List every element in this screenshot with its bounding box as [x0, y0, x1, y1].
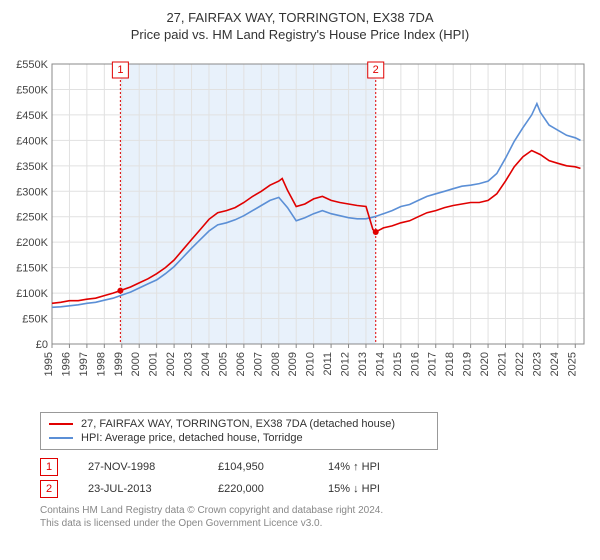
svg-text:1999: 1999	[113, 352, 125, 376]
svg-text:2016: 2016	[409, 352, 421, 376]
svg-text:2005: 2005	[217, 352, 229, 376]
transaction-price: £220,000	[218, 483, 298, 495]
svg-text:2012: 2012	[340, 352, 352, 376]
svg-text:2021: 2021	[497, 352, 509, 376]
svg-text:2017: 2017	[427, 352, 439, 376]
svg-text:2009: 2009	[287, 352, 299, 376]
svg-text:2004: 2004	[200, 352, 212, 376]
legend-item: 27, FAIRFAX WAY, TORRINGTON, EX38 7DA (d…	[49, 417, 429, 431]
transaction-price: £104,950	[218, 461, 298, 473]
svg-text:2003: 2003	[183, 352, 195, 376]
svg-text:£100K: £100K	[16, 288, 48, 300]
svg-text:1: 1	[117, 64, 123, 76]
svg-text:1996: 1996	[60, 352, 72, 376]
svg-text:2001: 2001	[148, 352, 160, 376]
chart-legend: 27, FAIRFAX WAY, TORRINGTON, EX38 7DA (d…	[40, 412, 438, 450]
legend-item: HPI: Average price, detached house, Torr…	[49, 431, 429, 445]
svg-text:2000: 2000	[130, 352, 142, 376]
svg-text:2022: 2022	[514, 352, 526, 376]
chart-title-subtitle: Price paid vs. HM Land Registry's House …	[10, 27, 590, 42]
svg-text:2014: 2014	[374, 352, 386, 376]
svg-text:1997: 1997	[78, 352, 90, 376]
svg-text:£450K: £450K	[16, 110, 48, 122]
svg-text:2024: 2024	[549, 352, 561, 376]
svg-text:2011: 2011	[322, 352, 334, 376]
svg-text:£350K: £350K	[16, 161, 48, 173]
chart-title-address: 27, FAIRFAX WAY, TORRINGTON, EX38 7DA	[10, 10, 590, 25]
svg-text:2013: 2013	[357, 352, 369, 376]
svg-text:1995: 1995	[43, 352, 55, 376]
svg-text:2: 2	[373, 64, 379, 76]
svg-text:2002: 2002	[165, 352, 177, 376]
svg-text:2008: 2008	[270, 352, 282, 376]
svg-text:2015: 2015	[392, 352, 404, 376]
table-row: 2 23-JUL-2013 £220,000 15% ↓ HPI	[40, 478, 590, 500]
svg-text:£300K: £300K	[16, 186, 48, 198]
svg-text:2020: 2020	[479, 352, 491, 376]
svg-text:£50K: £50K	[22, 314, 48, 326]
legend-swatch	[49, 437, 73, 439]
transaction-badge: 1	[40, 458, 58, 476]
attribution-line: This data is licensed under the Open Gov…	[40, 517, 590, 530]
svg-text:2023: 2023	[531, 352, 543, 376]
svg-text:£0: £0	[36, 339, 48, 351]
transaction-date: 23-JUL-2013	[88, 483, 188, 495]
transaction-badge: 2	[40, 480, 58, 498]
legend-label: 27, FAIRFAX WAY, TORRINGTON, EX38 7DA (d…	[81, 418, 395, 430]
svg-text:2006: 2006	[235, 352, 247, 376]
legend-swatch	[49, 423, 73, 425]
transaction-hpi-delta: 15% ↓ HPI	[328, 483, 408, 495]
data-attribution: Contains HM Land Registry data © Crown c…	[40, 504, 590, 530]
svg-text:£500K: £500K	[16, 84, 48, 96]
legend-label: HPI: Average price, detached house, Torr…	[81, 432, 303, 444]
svg-text:£400K: £400K	[16, 135, 48, 147]
svg-text:2010: 2010	[305, 352, 317, 376]
svg-text:£550K: £550K	[16, 59, 48, 71]
svg-text:£150K: £150K	[16, 263, 48, 275]
svg-text:1998: 1998	[95, 352, 107, 376]
price-chart: £0 £50K £100K £150K £200K £250K £300K £350K £400…	[10, 48, 590, 408]
attribution-line: Contains HM Land Registry data © Crown c…	[40, 504, 590, 517]
transaction-hpi-delta: 14% ↑ HPI	[328, 461, 408, 473]
table-row: 1 27-NOV-1998 £104,950 14% ↑ HPI	[40, 456, 590, 478]
svg-text:£250K: £250K	[16, 212, 48, 224]
svg-text:2025: 2025	[566, 352, 578, 376]
transactions-table: 1 27-NOV-1998 £104,950 14% ↑ HPI 2 23-JU…	[40, 456, 590, 500]
svg-text:2018: 2018	[444, 352, 456, 376]
svg-text:2019: 2019	[462, 352, 474, 376]
svg-text:£200K: £200K	[16, 237, 48, 249]
svg-text:2007: 2007	[252, 352, 264, 376]
transaction-date: 27-NOV-1998	[88, 461, 188, 473]
